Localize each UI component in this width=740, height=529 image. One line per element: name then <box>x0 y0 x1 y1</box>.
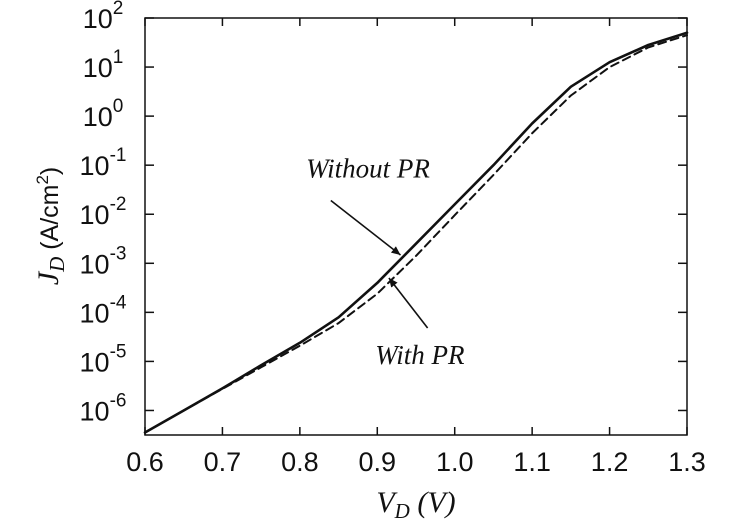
y-tick-label-base-5: 10 <box>80 249 110 279</box>
plot-frame <box>144 17 688 436</box>
y-axis-label-main: J <box>32 270 65 285</box>
y-tick-label-6: 10-4 <box>80 292 127 328</box>
y-tick-label-7: 10-5 <box>80 341 127 377</box>
y-axis-label-sub: D <box>45 257 69 273</box>
x-tick-label-2: 0.8 <box>281 447 319 477</box>
y-tick-label-0: 102 <box>83 0 124 34</box>
y-tick-label-base-7: 10 <box>80 347 110 377</box>
y-tick-label-base-4: 10 <box>80 200 110 230</box>
y-axis-label: JD (A/cm2) <box>32 167 69 286</box>
y-axis-label-unit: (A/cm <box>36 185 64 257</box>
series-line-without-pr <box>143 31 689 434</box>
x-axis-label: VD (V) <box>376 486 455 523</box>
y-axis-label-unit-close: ) <box>36 167 64 175</box>
y-tick-label-exp-5: -3 <box>110 243 127 264</box>
y-tick-label-exp-7: -5 <box>110 341 127 362</box>
y-tick-label-exp-2: 0 <box>113 96 124 117</box>
y-tick-label-exp-0: 2 <box>113 0 124 19</box>
x-tick-label-5: 1.1 <box>513 447 551 477</box>
y-tick-label-2: 100 <box>83 96 124 132</box>
y-tick-label-8: 10-6 <box>80 390 127 426</box>
x-tick-label-6: 1.2 <box>591 447 629 477</box>
x-axis-label-sub: D <box>394 499 410 523</box>
y-tick-label-1: 101 <box>83 47 124 83</box>
y-tick-label-4: 10-2 <box>80 194 127 230</box>
x-tick-label-4: 1.0 <box>436 447 474 477</box>
x-tick-label-0: 0.6 <box>126 447 164 477</box>
annotation-layer: Without PR With PR <box>306 153 465 369</box>
y-tick-label-base-1: 10 <box>83 53 113 83</box>
x-axis-ticks: 0.6 0.7 0.8 0.9 1.0 1.1 1.2 1.3 <box>126 18 706 477</box>
y-tick-label-base-0: 10 <box>83 4 113 34</box>
series-layer <box>143 31 689 434</box>
series-line-with-pr <box>144 34 688 434</box>
annotation-arrow-1 <box>388 277 429 329</box>
y-tick-label-base-3: 10 <box>80 151 110 181</box>
y-tick-label-5: 10-3 <box>80 243 127 279</box>
y-tick-label-base-6: 10 <box>80 298 110 328</box>
x-axis-label-unit: (V) <box>410 486 456 519</box>
annotation-label-1: With PR <box>375 340 465 370</box>
y-tick-label-base-2: 10 <box>83 102 113 132</box>
y-tick-label-exp-8: -6 <box>110 390 127 411</box>
y-tick-label-exp-4: -2 <box>110 194 127 215</box>
y-tick-label-exp-6: -4 <box>110 292 127 313</box>
x-axis-label-main: V <box>376 486 398 519</box>
annotation-arrow-0 <box>330 199 402 256</box>
annotation-label-0: Without PR <box>306 153 430 183</box>
y-tick-label-exp-3: -1 <box>110 145 127 166</box>
y-tick-label-3: 10-1 <box>80 145 127 181</box>
x-tick-label-3: 0.9 <box>359 447 397 477</box>
y-tick-label-base-8: 10 <box>80 396 110 426</box>
y-tick-label-exp-1: 1 <box>113 47 124 68</box>
x-tick-label-7: 1.3 <box>668 447 706 477</box>
x-tick-label-1: 0.7 <box>204 447 242 477</box>
y-axis-label-unit-sup: 2 <box>33 175 52 184</box>
